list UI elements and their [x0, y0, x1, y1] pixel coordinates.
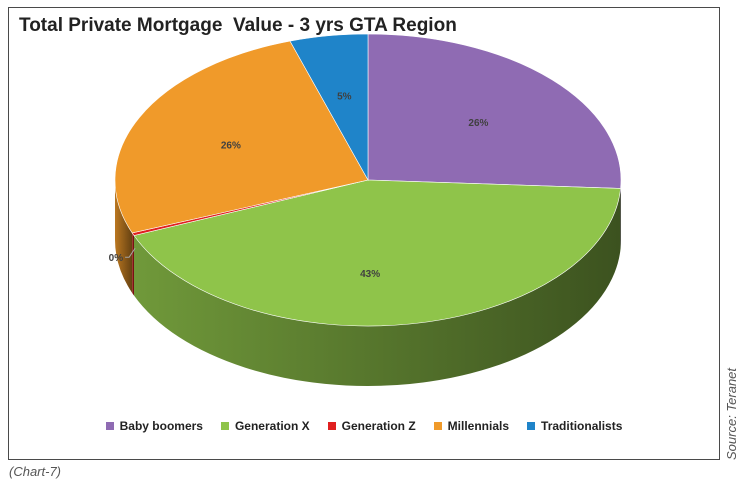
pie-slice-millennials — [114, 40, 369, 234]
data-label-traditionalists: 5% — [337, 91, 352, 102]
legend-item-millennials: Millennials — [433, 419, 510, 433]
pie-slice-baby-boomers — [367, 33, 622, 189]
leader-line-generation-z — [125, 247, 136, 258]
legend-swatch — [327, 422, 336, 430]
pie-side-generation-z — [132, 232, 134, 296]
legend-label: Millennials — [447, 419, 510, 433]
pie-slice-traditionalists — [289, 33, 369, 182]
legend-swatch — [105, 422, 114, 430]
legend: Baby boomers Generation X Generation Z Mill… — [9, 419, 719, 433]
pie-side-generation-x — [133, 188, 621, 387]
legend-item-baby-boomers: Baby boomers — [105, 419, 203, 433]
data-label-baby-boomers: 26% — [468, 118, 488, 129]
pie-slice-generation-x — [133, 179, 621, 327]
data-label-millennials: 26% — [221, 140, 241, 151]
legend-swatch — [527, 422, 536, 430]
legend-swatch — [220, 422, 229, 430]
legend-label: Traditionalists — [541, 419, 623, 433]
data-label-generation-x: 43% — [360, 269, 380, 280]
pie-chart: 26% 43% 0% 26% 5% — [109, 33, 622, 387]
legend-label: Generation X — [234, 419, 310, 433]
source-note: Source: Teranet — [724, 367, 739, 460]
legend-label: Baby boomers — [119, 419, 203, 433]
chart-title: Total Private Mortgage Value - 3 yrs GTA… — [19, 15, 457, 36]
legend-swatch — [433, 422, 442, 430]
legend-item-traditionalists: Traditionalists — [527, 419, 622, 433]
data-label-generation-z: 0% — [109, 253, 124, 264]
chart-caption: (Chart-7) — [9, 464, 62, 479]
legend-label: Generation Z — [341, 419, 416, 433]
legend-item-generation-z: Generation Z — [327, 419, 416, 433]
legend-item-generation-x: Generation X — [220, 419, 310, 433]
chart-frame: Total Private Mortgage Value - 3 yrs GTA… — [8, 7, 720, 460]
pie-side-millennials — [115, 180, 133, 293]
